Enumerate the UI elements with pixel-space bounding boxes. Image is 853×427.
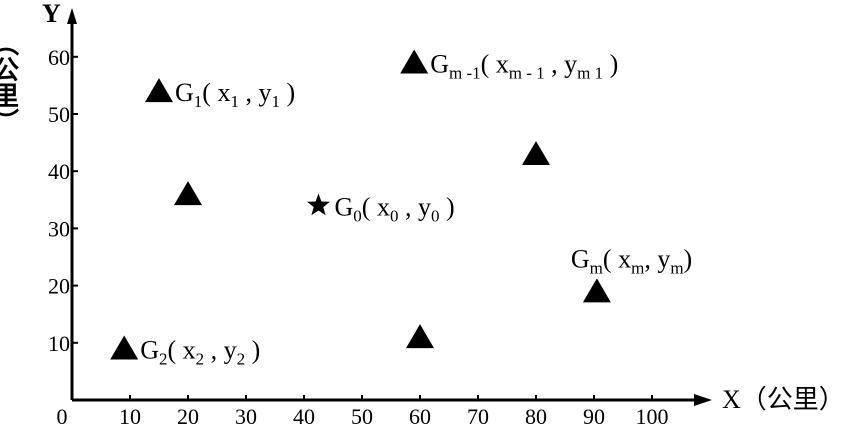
y-axis-arrow bbox=[67, 8, 77, 24]
label-subscript: m -1 bbox=[449, 64, 481, 83]
label-subscript: 0 bbox=[431, 207, 440, 226]
x-axis-label: X（公里） bbox=[722, 385, 845, 414]
label-subscript: m - 1 bbox=[509, 64, 545, 83]
y-tick-label: 30 bbox=[48, 216, 70, 241]
x-tick-label: 10 bbox=[119, 404, 141, 427]
y-tick-label: 50 bbox=[48, 102, 70, 127]
x-tick-label: 80 bbox=[525, 404, 547, 427]
label-subscript: 0 bbox=[390, 207, 399, 226]
label-text: G bbox=[430, 50, 449, 79]
label-text: G bbox=[140, 336, 159, 365]
x-axis-arrow bbox=[694, 394, 712, 406]
label-text: ) bbox=[603, 50, 618, 79]
point-label: Gm -1( xm - 1 , ym 1 ) bbox=[430, 50, 618, 83]
label-text: , y bbox=[204, 336, 237, 365]
triangle-marker bbox=[110, 335, 139, 360]
point-label: Gm( xm, ym) bbox=[571, 244, 692, 277]
label-subscript: m 1 bbox=[577, 64, 603, 83]
x-tick-label: 60 bbox=[409, 404, 431, 427]
label-text: ) bbox=[439, 193, 454, 222]
x-tick-label: 40 bbox=[293, 404, 315, 427]
label-subscript: m bbox=[631, 258, 644, 277]
label-subscript: 2 bbox=[196, 350, 205, 369]
label-text: ) bbox=[684, 244, 693, 273]
triangle-marker bbox=[145, 78, 173, 103]
x-tick-label: 70 bbox=[467, 404, 489, 427]
label-text: ) bbox=[280, 78, 295, 107]
y-axis-unit: （公里） bbox=[0, 30, 19, 134]
label-text: G bbox=[571, 244, 590, 273]
label-subscript: m bbox=[590, 258, 603, 277]
y-axis-letter: Y bbox=[42, 0, 61, 28]
x-tick-label: 30 bbox=[235, 404, 257, 427]
axes: Y （公里） X（公里） bbox=[0, 0, 845, 414]
label-subscript: 2 bbox=[237, 350, 246, 369]
label-subscript: 1 bbox=[271, 92, 280, 111]
label-text: ( x bbox=[167, 336, 195, 365]
label-text: ( x bbox=[202, 78, 230, 107]
x-tick-label: 50 bbox=[351, 404, 373, 427]
x-tick-label: 20 bbox=[177, 404, 199, 427]
label-text: ) bbox=[245, 336, 260, 365]
label-text: , y bbox=[398, 193, 431, 222]
label-text: , y bbox=[545, 50, 578, 79]
x-tick-label: 0 bbox=[57, 404, 68, 427]
star-marker bbox=[307, 193, 330, 216]
point-label: G2( x2 , y2 ) bbox=[140, 336, 260, 369]
x-tick-label: 100 bbox=[636, 404, 669, 427]
triangle-marker bbox=[582, 278, 611, 303]
point-label: G0( x0 , y0 ) bbox=[335, 193, 455, 226]
label-text: , y bbox=[239, 78, 272, 107]
triangle-marker bbox=[174, 181, 202, 206]
y-tick-label: 60 bbox=[48, 45, 70, 70]
label-text: G bbox=[175, 78, 194, 107]
triangle-marker bbox=[400, 49, 429, 74]
label-text: ( x bbox=[603, 244, 631, 273]
label-subscript: 1 bbox=[230, 92, 239, 111]
triangle-marker bbox=[406, 324, 434, 349]
label-subscript: 1 bbox=[194, 92, 203, 111]
label-text: ( x bbox=[481, 50, 509, 79]
label-subscript: 2 bbox=[159, 350, 168, 369]
triangle-marker bbox=[522, 141, 550, 166]
label-text: G bbox=[335, 193, 354, 222]
point-label: G1( x1 , y1 ) bbox=[175, 78, 295, 111]
y-tick-label: 40 bbox=[48, 159, 70, 184]
x-tick-label: 90 bbox=[583, 404, 605, 427]
label-subscript: m bbox=[670, 258, 683, 277]
y-tick-label: 10 bbox=[48, 331, 70, 356]
y-tick-label: 20 bbox=[48, 274, 70, 299]
label-text: ( x bbox=[362, 193, 390, 222]
label-text: , y bbox=[644, 244, 670, 273]
label-subscript: 0 bbox=[353, 207, 362, 226]
